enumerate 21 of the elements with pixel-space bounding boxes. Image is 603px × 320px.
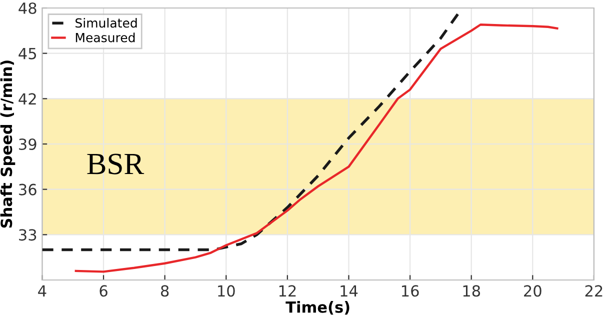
x-tick-label: 6 bbox=[100, 285, 108, 297]
y-axis-title: Shaft Speed (r/min) bbox=[0, 60, 16, 228]
x-tick-label: 4 bbox=[38, 285, 46, 296]
x-tick-label: 12 bbox=[279, 285, 296, 296]
x-axis-title: Time(s) bbox=[286, 301, 350, 315]
y-tick-label: 36 bbox=[19, 184, 36, 196]
legend-label: Measured bbox=[76, 32, 135, 42]
x-tick-label: 14 bbox=[340, 285, 358, 296]
y-tick-label: 33 bbox=[19, 229, 36, 241]
band-label: BSR bbox=[87, 154, 144, 174]
x-tick-label: 22 bbox=[585, 285, 602, 296]
x-tick-label: 20 bbox=[524, 285, 542, 297]
x-tick-label: 8 bbox=[160, 285, 169, 297]
y-tick-label: 45 bbox=[18, 48, 36, 60]
y-tick-label: 39 bbox=[19, 138, 36, 150]
y-tick-label: 48 bbox=[18, 2, 36, 14]
y-tick-label: 42 bbox=[18, 93, 36, 104]
x-tick-label: 18 bbox=[463, 285, 480, 297]
legend-label: Simulated bbox=[76, 18, 137, 28]
x-tick-label: 16 bbox=[402, 285, 419, 297]
x-tick-label: 10 bbox=[218, 285, 235, 297]
